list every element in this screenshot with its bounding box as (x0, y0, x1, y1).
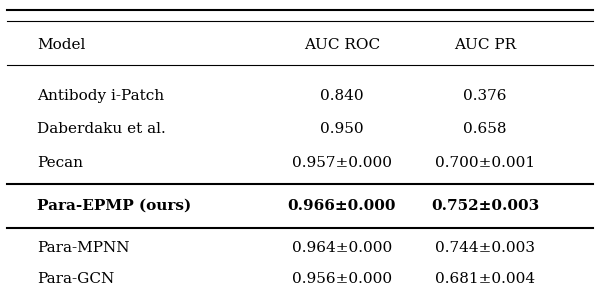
Text: Daberdaku et al.: Daberdaku et al. (37, 122, 166, 137)
Text: Pecan: Pecan (37, 156, 83, 170)
Text: Para-GCN: Para-GCN (37, 272, 115, 286)
Text: 0.956±0.000: 0.956±0.000 (292, 272, 392, 286)
Text: AUC PR: AUC PR (454, 38, 516, 52)
Text: Model: Model (37, 38, 86, 52)
Text: Para-MPNN: Para-MPNN (37, 241, 130, 255)
Text: 0.658: 0.658 (463, 122, 507, 137)
Text: 0.957±0.000: 0.957±0.000 (292, 156, 392, 170)
Text: 0.950: 0.950 (320, 122, 364, 137)
Text: 0.744±0.003: 0.744±0.003 (435, 241, 535, 255)
Text: 0.700±0.001: 0.700±0.001 (435, 156, 535, 170)
Text: 0.840: 0.840 (320, 89, 364, 103)
Text: AUC ROC: AUC ROC (304, 38, 380, 52)
Text: 0.964±0.000: 0.964±0.000 (292, 241, 392, 255)
Text: 0.376: 0.376 (463, 89, 507, 103)
Text: 0.681±0.004: 0.681±0.004 (435, 272, 535, 286)
Text: 0.966±0.000: 0.966±0.000 (287, 198, 396, 213)
Text: 0.752±0.003: 0.752±0.003 (431, 198, 539, 213)
Text: Para-EPMP (ours): Para-EPMP (ours) (37, 198, 191, 213)
Text: Antibody i-Patch: Antibody i-Patch (37, 89, 164, 103)
